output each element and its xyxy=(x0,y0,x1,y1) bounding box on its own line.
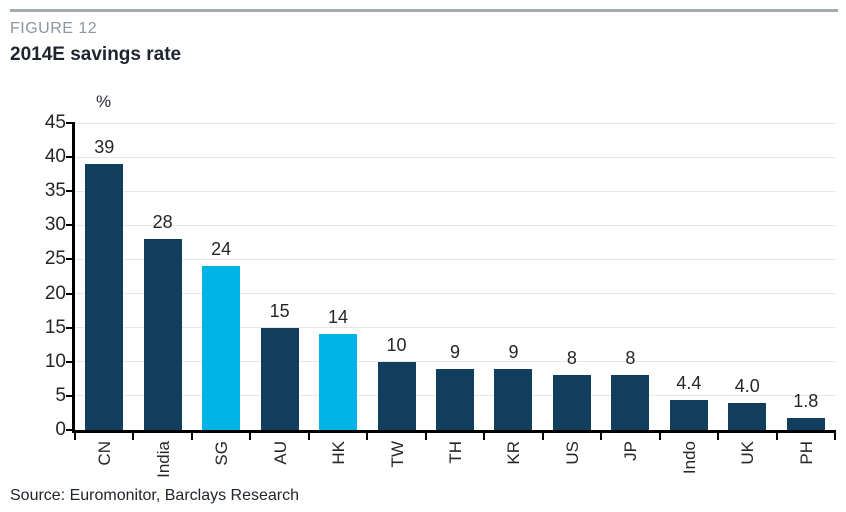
bar-sg xyxy=(202,266,241,430)
gridline xyxy=(75,122,835,124)
bar-us xyxy=(552,375,591,430)
y-tick-label: 10 xyxy=(44,350,66,372)
x-axis-tick xyxy=(717,433,720,440)
bar-value-label: 8 xyxy=(566,348,577,369)
x-axis-tick xyxy=(775,433,778,440)
category-label-indo: Indo xyxy=(679,441,699,475)
category-label-hk: HK xyxy=(329,441,349,465)
gridline xyxy=(75,361,835,363)
source-note: Source: Euromonitor, Barclays Research xyxy=(10,487,300,504)
category-label-uk: UK xyxy=(738,441,758,465)
category-label-kr: KR xyxy=(504,441,524,465)
y-axis-tick xyxy=(66,224,75,227)
x-axis-tick xyxy=(132,433,135,440)
bar-indo xyxy=(669,399,708,430)
y-tick-label: 40 xyxy=(44,146,66,168)
x-axis-tick xyxy=(483,433,486,440)
y-tick-label: 5 xyxy=(55,384,66,406)
category-label-au: AU xyxy=(270,441,290,465)
bar-value-label: 10 xyxy=(386,334,407,355)
y-axis-tick xyxy=(66,429,75,431)
bar-value-label: 1.8 xyxy=(793,390,819,411)
bar-india xyxy=(143,238,182,430)
x-axis-tick xyxy=(834,433,836,440)
x-axis-tick xyxy=(541,433,544,440)
bar-jp xyxy=(611,375,650,430)
category-label-us: US xyxy=(562,441,582,465)
bar-value-label: 28 xyxy=(152,211,173,232)
x-axis-tick xyxy=(249,433,252,440)
bar-ph xyxy=(786,417,825,430)
x-axis-tick xyxy=(658,433,661,440)
category-label-india: India xyxy=(153,441,173,478)
bar-value-label: 24 xyxy=(211,239,232,260)
y-axis-tick xyxy=(66,394,75,397)
y-tick-label: 45 xyxy=(44,112,66,133)
bar-value-label: 4.0 xyxy=(734,375,760,396)
bar-value-label: 14 xyxy=(328,307,349,328)
bar-value-label: 9 xyxy=(508,341,519,362)
gridline xyxy=(75,156,835,158)
y-tick-label: 15 xyxy=(44,316,66,338)
y-axis-tick xyxy=(66,292,75,295)
bar-cn xyxy=(85,163,124,430)
x-axis-line xyxy=(72,430,836,433)
bar-uk xyxy=(728,402,767,430)
y-axis-line xyxy=(72,122,75,433)
gridline xyxy=(75,224,835,226)
y-tick-label: 25 xyxy=(44,248,66,270)
y-axis-tick xyxy=(66,258,75,261)
x-axis-tick xyxy=(366,433,369,440)
gridline xyxy=(75,258,835,260)
y-tick-label: 0 xyxy=(55,419,66,440)
figure-label: FIGURE 12 xyxy=(10,20,98,37)
y-tick-label: 35 xyxy=(44,180,66,202)
x-axis-tick xyxy=(424,433,427,440)
bar-value-label: 4.4 xyxy=(676,372,702,393)
category-label-sg: SG xyxy=(212,441,232,466)
top-rule xyxy=(10,9,838,12)
y-axis-tick xyxy=(66,122,75,124)
y-axis-tick xyxy=(66,326,75,329)
x-axis-tick xyxy=(74,433,76,440)
bar-tw xyxy=(377,361,416,430)
y-axis-tick xyxy=(66,360,75,363)
y-axis-tick xyxy=(66,190,75,193)
gridline xyxy=(75,293,835,295)
bar-kr xyxy=(494,368,533,430)
category-label-jp: JP xyxy=(621,441,641,461)
figure-title: 2014E savings rate xyxy=(10,44,182,65)
x-axis-tick xyxy=(307,433,310,440)
y-tick-label: 20 xyxy=(44,282,66,304)
y-axis-unit-label: % xyxy=(96,92,112,111)
bar-th xyxy=(436,368,474,430)
category-label-cn: CN xyxy=(95,441,115,466)
y-axis-tick xyxy=(66,156,75,159)
category-label-th: TH xyxy=(446,441,465,464)
bar-value-label: 39 xyxy=(94,136,115,157)
bar-value-label: 15 xyxy=(269,300,290,321)
gridline xyxy=(75,327,835,329)
y-tick-label: 30 xyxy=(44,214,66,236)
gridline xyxy=(75,190,835,192)
bar-hk xyxy=(319,334,358,430)
bar-value-label: 9 xyxy=(449,341,460,362)
x-axis-tick xyxy=(600,433,603,440)
x-axis-tick xyxy=(190,433,193,440)
bar-au xyxy=(260,327,299,430)
category-label-tw: TW xyxy=(387,441,407,468)
category-label-ph: PH xyxy=(796,441,816,465)
bar-value-label: 8 xyxy=(625,348,636,369)
